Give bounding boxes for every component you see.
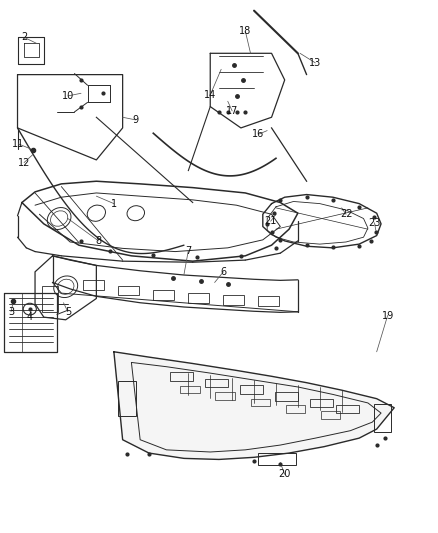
- Text: 20: 20: [279, 470, 291, 479]
- Text: 21: 21: [265, 216, 277, 226]
- Text: 14: 14: [204, 90, 216, 100]
- Text: 23: 23: [368, 218, 381, 228]
- Text: 13: 13: [309, 58, 321, 68]
- Text: 12: 12: [18, 158, 30, 167]
- Text: 2: 2: [21, 33, 27, 42]
- Text: 10: 10: [62, 91, 74, 101]
- Text: 19: 19: [381, 311, 394, 320]
- Text: 4: 4: [27, 312, 33, 321]
- Text: 9: 9: [133, 115, 139, 125]
- Text: 7: 7: [185, 246, 191, 255]
- Text: 18: 18: [239, 26, 251, 36]
- Text: 6: 6: [220, 267, 226, 277]
- Text: 3: 3: [8, 307, 14, 317]
- Polygon shape: [114, 352, 394, 459]
- Text: 5: 5: [65, 307, 71, 317]
- Text: 16: 16: [252, 130, 265, 139]
- Text: 17: 17: [226, 106, 238, 116]
- Text: 8: 8: [95, 236, 102, 246]
- Text: 22: 22: [340, 209, 352, 219]
- Text: 11: 11: [12, 139, 25, 149]
- Text: 1: 1: [111, 199, 117, 208]
